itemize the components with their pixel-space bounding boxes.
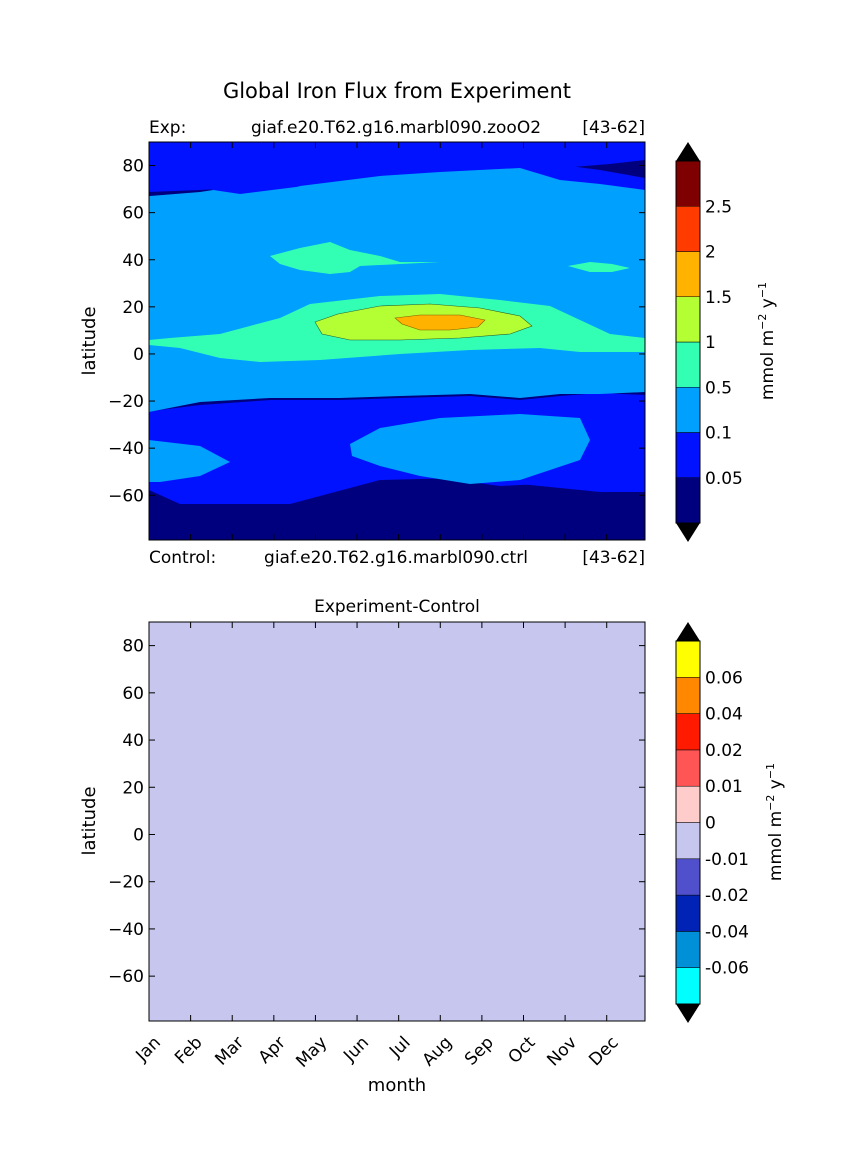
colorbar-tick-label: -0.04	[705, 922, 749, 942]
colorbar-extend-min	[676, 1004, 700, 1023]
bottom-y-axis: −60 −40 −20 0 20 40 60 80	[108, 637, 645, 987]
y-tick-label: 80	[122, 157, 144, 177]
y-tick-label: −20	[108, 392, 144, 412]
colorbar-tick-label: 1.5	[705, 288, 732, 308]
top-colorbar-unit: mmol m−2 y−1	[756, 282, 778, 400]
y-tick-label: −20	[108, 873, 144, 893]
colorbar-segment	[675, 894, 701, 932]
colorbar-tick-label: 0.01	[705, 777, 743, 797]
colorbar-segment	[675, 341, 701, 388]
colorbar-segment	[675, 858, 701, 896]
top-heatmap	[149, 142, 645, 540]
y-tick-label: −60	[108, 967, 144, 987]
colorbar-segment	[675, 749, 701, 787]
region-level-3b	[270, 242, 440, 274]
top-plot-frame	[148, 141, 646, 541]
colorbar-segment	[675, 785, 701, 823]
y-tick-label: 20	[122, 298, 144, 318]
top-ylabel: latitude	[79, 306, 100, 375]
region-level-5	[394, 314, 486, 331]
colorbar-segment	[675, 967, 701, 1005]
y-tick-label: −40	[108, 439, 144, 459]
x-tick-label: Jul	[385, 1033, 414, 1062]
colorbar-segment	[675, 931, 701, 968]
exp-case-name: giaf.e20.T62.g16.marbl090.zooO2	[251, 118, 541, 138]
colorbar-segment	[675, 387, 701, 433]
x-tick-label: Jan	[132, 1033, 165, 1066]
bottom-panel-title: Experiment-Control	[314, 597, 480, 617]
colorbar-tick-label: 0.1	[705, 424, 732, 444]
x-tick-label: Dec	[585, 1033, 622, 1070]
colorbar-segment	[675, 822, 701, 860]
y-tick-label: 20	[122, 778, 144, 798]
figure-title: Global Iron Flux from Experiment	[223, 79, 571, 103]
bottom-colorbar-unit: mmol m−2 y−1	[764, 763, 786, 881]
bottom-heatmap	[149, 622, 645, 1021]
top-x-ticks	[148, 142, 608, 540]
bottom-ylabel: latitude	[79, 786, 100, 855]
colorbar-tick-label: 0.04	[705, 705, 743, 725]
colorbar-tick-label: 0	[705, 814, 716, 834]
colorbar-tick-label: 1	[705, 333, 716, 353]
colorbar-segment	[675, 477, 701, 524]
colorbar-extend-max	[676, 142, 700, 161]
bottom-xlabel: month	[368, 1075, 426, 1096]
colorbar-extend-max	[676, 622, 700, 641]
colorbar-frame	[675, 640, 701, 1005]
colorbar-tick-label: 0.06	[705, 668, 743, 688]
y-tick-label: 40	[122, 731, 144, 751]
colorbar-frame	[675, 160, 701, 524]
top-y-axis: −60 −40 −20 0 20 40 60 80	[108, 157, 645, 506]
bottom-plot-frame	[148, 621, 646, 1022]
colorbar-segment	[675, 713, 701, 751]
y-tick-label: −60	[108, 486, 144, 506]
x-tick-label: Apr	[255, 1033, 290, 1068]
y-tick-label: 40	[122, 251, 144, 271]
y-tick-label: 60	[122, 204, 144, 224]
region-level-3c	[568, 262, 630, 272]
region-level-2b	[149, 414, 590, 484]
colorbar-tick-label: 2	[705, 243, 716, 263]
y-tick-label: 0	[133, 825, 144, 845]
x-tick-label: Feb	[171, 1033, 206, 1068]
colorbar-tick-label: 0.5	[705, 378, 732, 398]
y-tick-label: 80	[122, 637, 144, 657]
y-tick-label: 60	[122, 684, 144, 704]
colorbar-tick-label: -0.06	[705, 959, 749, 979]
control-years: [43-62]	[582, 548, 645, 568]
colorbar-segment	[675, 251, 701, 297]
colorbar-segment	[675, 160, 701, 207]
colorbar-segment	[675, 206, 701, 252]
control-case-name: giaf.e20.T62.g16.marbl090.ctrl	[264, 548, 528, 568]
x-tick-label: Jun	[339, 1033, 373, 1067]
colorbar-segment	[675, 640, 701, 678]
colorbar-segment	[675, 677, 701, 714]
y-tick-label: 0	[133, 345, 144, 365]
x-tick-label: Sep	[461, 1033, 498, 1070]
y-tick-label: −40	[108, 920, 144, 940]
exp-years: [43-62]	[582, 118, 645, 138]
control-label: Control:	[149, 548, 216, 568]
x-tick-label: Mar	[211, 1033, 248, 1070]
x-tick-label: Oct	[505, 1033, 540, 1068]
colorbar-segment	[675, 432, 701, 478]
x-tick-label: May	[292, 1033, 331, 1072]
colorbar-segment	[675, 296, 701, 343]
colorbar-tick-label: 0.02	[705, 741, 743, 761]
top-colorbar: 0.05 0.1 0.5 1 1.5 2 2.5	[675, 142, 743, 542]
x-tick-label: Aug	[419, 1033, 457, 1071]
colorbar-tick-label: -0.02	[705, 886, 749, 906]
colorbar-tick-label: -0.01	[705, 850, 749, 870]
colorbar-extend-min	[676, 523, 700, 542]
colorbar-tick-label: 2.5	[705, 197, 732, 217]
bottom-colorbar: -0.06 -0.04 -0.02 -0.01 0 0.01 0.02 0.04 0.06	[675, 622, 749, 1023]
region-level-2c	[149, 168, 645, 214]
exp-label: Exp:	[149, 118, 186, 138]
x-tick-label: Nov	[543, 1033, 581, 1071]
diff-field	[149, 622, 645, 1021]
colorbar-tick-label: 0.05	[705, 469, 743, 489]
